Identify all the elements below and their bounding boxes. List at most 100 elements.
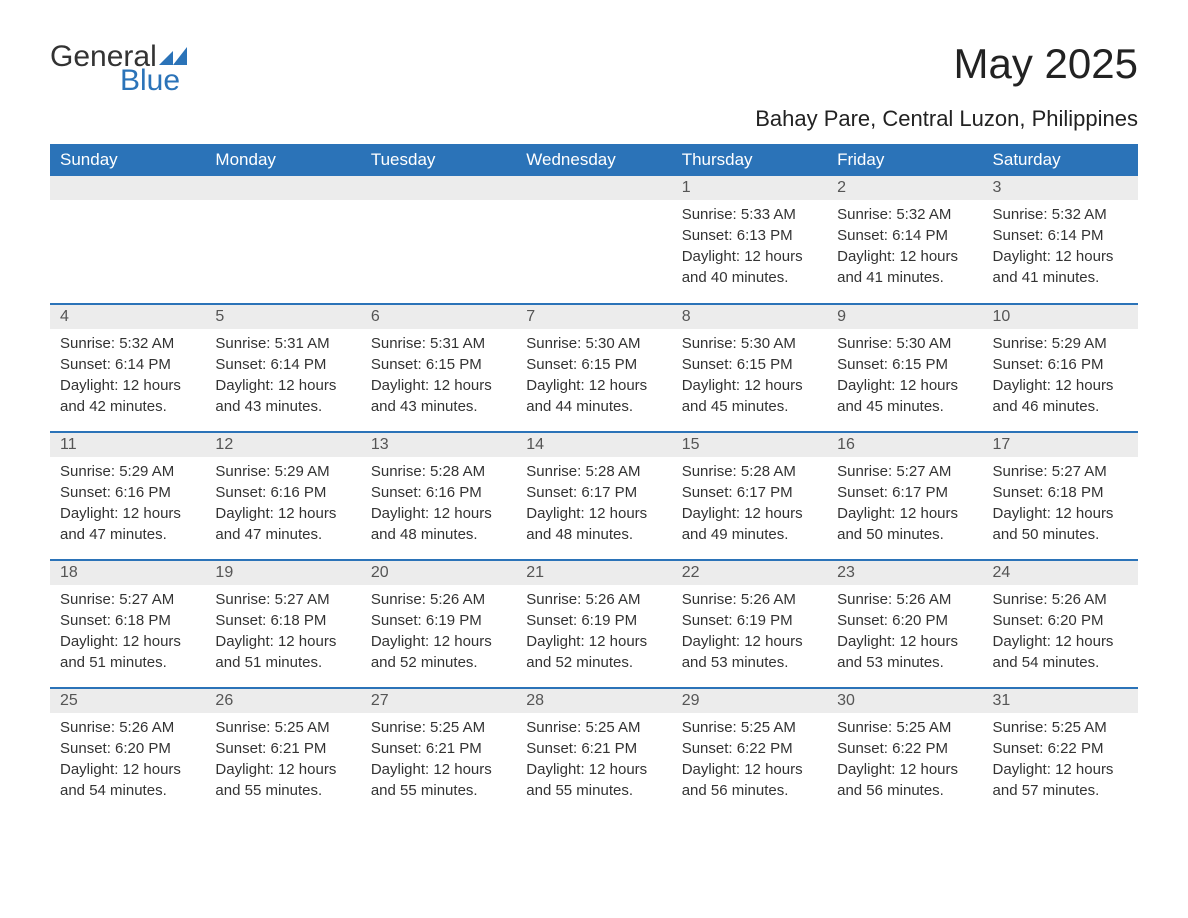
calendar-day-cell: 14Sunrise: 5:28 AMSunset: 6:17 PMDayligh… — [516, 432, 671, 560]
daylight-label: Daylight: — [837, 248, 895, 265]
calendar-day-cell: 19Sunrise: 5:27 AMSunset: 6:18 PMDayligh… — [205, 560, 360, 688]
logo-flag-icon — [159, 47, 187, 65]
sunset-label: Sunset: — [371, 356, 422, 373]
sunrise-value: 5:26 AM — [1052, 591, 1107, 608]
sunrise-value: 5:29 AM — [1052, 335, 1107, 352]
sunset-value: 6:18 PM — [270, 612, 326, 629]
sunset-value: 6:16 PM — [270, 484, 326, 501]
sunset-value: 6:16 PM — [1048, 356, 1104, 373]
day-detail: Sunrise: 5:26 AMSunset: 6:19 PMDaylight:… — [361, 585, 516, 677]
sunrise-line: Sunrise: 5:28 AM — [682, 461, 817, 482]
sunset-line: Sunset: 6:15 PM — [371, 354, 506, 375]
sunrise-label: Sunrise: — [215, 463, 270, 480]
day-number: 22 — [672, 561, 827, 585]
sunrise-label: Sunrise: — [215, 719, 270, 736]
sunset-line: Sunset: 6:17 PM — [526, 482, 661, 503]
sunset-label: Sunset: — [371, 740, 422, 757]
sunset-value: 6:15 PM — [426, 356, 482, 373]
sunset-line: Sunset: 6:14 PM — [60, 354, 195, 375]
sunset-value: 6:18 PM — [115, 612, 171, 629]
sunset-label: Sunset: — [682, 356, 733, 373]
daylight-label: Daylight: — [682, 248, 740, 265]
sunrise-line: Sunrise: 5:28 AM — [526, 461, 661, 482]
sunset-line: Sunset: 6:18 PM — [60, 610, 195, 631]
sunset-value: 6:14 PM — [892, 227, 948, 244]
sunset-line: Sunset: 6:15 PM — [837, 354, 972, 375]
sunset-line: Sunset: 6:20 PM — [837, 610, 972, 631]
daylight-label: Daylight: — [371, 761, 429, 778]
sunrise-value: 5:32 AM — [896, 206, 951, 223]
sunset-label: Sunset: — [526, 484, 577, 501]
daylight-label: Daylight: — [993, 248, 1051, 265]
sunset-line: Sunset: 6:17 PM — [837, 482, 972, 503]
daylight-label: Daylight: — [837, 761, 895, 778]
sunset-value: 6:19 PM — [426, 612, 482, 629]
daylight-line: Daylight: 12 hours and 52 minutes. — [526, 631, 661, 673]
calendar-day-cell — [205, 176, 360, 304]
sunrise-label: Sunrise: — [60, 591, 115, 608]
sunrise-label: Sunrise: — [371, 335, 426, 352]
day-number-empty — [205, 176, 360, 200]
daylight-line: Daylight: 12 hours and 41 minutes. — [837, 246, 972, 288]
calendar-day-cell: 25Sunrise: 5:26 AMSunset: 6:20 PMDayligh… — [50, 688, 205, 816]
daylight-line: Daylight: 12 hours and 45 minutes. — [682, 375, 817, 417]
sunset-label: Sunset: — [215, 484, 266, 501]
sunrise-line: Sunrise: 5:32 AM — [60, 333, 195, 354]
day-detail: Sunrise: 5:27 AMSunset: 6:18 PMDaylight:… — [205, 585, 360, 677]
daylight-label: Daylight: — [837, 505, 895, 522]
sunrise-value: 5:28 AM — [741, 463, 796, 480]
calendar-week-row: 11Sunrise: 5:29 AMSunset: 6:16 PMDayligh… — [50, 432, 1138, 560]
sunset-value: 6:13 PM — [737, 227, 793, 244]
daylight-line: Daylight: 12 hours and 53 minutes. — [837, 631, 972, 673]
sunset-line: Sunset: 6:19 PM — [526, 610, 661, 631]
daylight-line: Daylight: 12 hours and 43 minutes. — [371, 375, 506, 417]
daylight-line: Daylight: 12 hours and 54 minutes. — [60, 759, 195, 801]
sunrise-value: 5:29 AM — [119, 463, 174, 480]
day-detail: Sunrise: 5:30 AMSunset: 6:15 PMDaylight:… — [672, 329, 827, 421]
daylight-label: Daylight: — [371, 505, 429, 522]
sunrise-line: Sunrise: 5:29 AM — [993, 333, 1128, 354]
sunrise-line: Sunrise: 5:32 AM — [993, 204, 1128, 225]
sunset-value: 6:20 PM — [115, 740, 171, 757]
sunrise-line: Sunrise: 5:25 AM — [526, 717, 661, 738]
sunset-label: Sunset: — [837, 612, 888, 629]
sunset-value: 6:15 PM — [737, 356, 793, 373]
sunrise-value: 5:26 AM — [585, 591, 640, 608]
sunrise-line: Sunrise: 5:26 AM — [371, 589, 506, 610]
day-number: 14 — [516, 433, 671, 457]
sunset-value: 6:19 PM — [737, 612, 793, 629]
day-detail: Sunrise: 5:32 AMSunset: 6:14 PMDaylight:… — [827, 200, 982, 292]
sunrise-value: 5:25 AM — [741, 719, 796, 736]
calendar-week-row: 25Sunrise: 5:26 AMSunset: 6:20 PMDayligh… — [50, 688, 1138, 816]
sunrise-label: Sunrise: — [682, 463, 737, 480]
daylight-line: Daylight: 12 hours and 52 minutes. — [371, 631, 506, 673]
daylight-label: Daylight: — [526, 377, 584, 394]
sunset-line: Sunset: 6:20 PM — [993, 610, 1128, 631]
sunset-label: Sunset: — [993, 356, 1044, 373]
day-number: 18 — [50, 561, 205, 585]
calendar-day-cell: 4Sunrise: 5:32 AMSunset: 6:14 PMDaylight… — [50, 304, 205, 432]
sunset-label: Sunset: — [993, 612, 1044, 629]
sunrise-value: 5:26 AM — [430, 591, 485, 608]
sunset-value: 6:14 PM — [115, 356, 171, 373]
daylight-line: Daylight: 12 hours and 46 minutes. — [993, 375, 1128, 417]
sunrise-line: Sunrise: 5:25 AM — [993, 717, 1128, 738]
sunset-value: 6:20 PM — [892, 612, 948, 629]
daylight-label: Daylight: — [60, 761, 118, 778]
calendar-day-cell: 30Sunrise: 5:25 AMSunset: 6:22 PMDayligh… — [827, 688, 982, 816]
calendar-day-cell: 29Sunrise: 5:25 AMSunset: 6:22 PMDayligh… — [672, 688, 827, 816]
sunrise-line: Sunrise: 5:26 AM — [526, 589, 661, 610]
sunset-value: 6:22 PM — [737, 740, 793, 757]
sunset-label: Sunset: — [60, 612, 111, 629]
day-number: 23 — [827, 561, 982, 585]
sunrise-label: Sunrise: — [993, 719, 1048, 736]
sunrise-line: Sunrise: 5:29 AM — [215, 461, 350, 482]
day-detail: Sunrise: 5:25 AMSunset: 6:21 PMDaylight:… — [516, 713, 671, 805]
sunrise-label: Sunrise: — [682, 719, 737, 736]
sunset-line: Sunset: 6:15 PM — [682, 354, 817, 375]
calendar-week-row: 4Sunrise: 5:32 AMSunset: 6:14 PMDaylight… — [50, 304, 1138, 432]
sunrise-label: Sunrise: — [993, 463, 1048, 480]
daylight-label: Daylight: — [993, 761, 1051, 778]
calendar-day-cell: 27Sunrise: 5:25 AMSunset: 6:21 PMDayligh… — [361, 688, 516, 816]
sunset-line: Sunset: 6:22 PM — [682, 738, 817, 759]
